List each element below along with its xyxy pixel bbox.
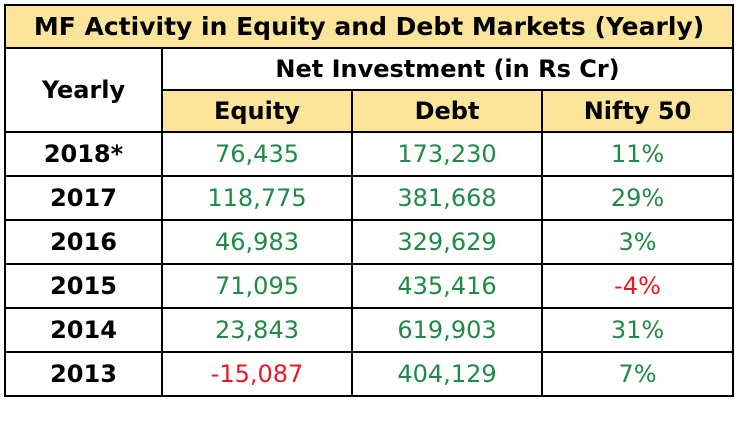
row-header-label: Yearly [4,47,163,133]
column-header-row: Equity Debt Nifty 50 [5,89,735,133]
table-row: 2013 -15,087 404,129 7% [4,351,735,397]
table-row: 2018* 76,435 173,230 11% [4,131,735,177]
column-header-nifty: Nifty 50 [540,89,735,133]
nifty-cell: 7% [540,351,735,397]
table-row: 2016 46,983 329,629 3% [4,219,735,265]
group-header: Net Investment (in Rs Cr) [160,47,735,91]
table-row: 2017 118,775 381,668 29% [4,175,735,221]
equity-cell: 71,095 [161,263,353,309]
year-cell: 2017 [4,175,163,221]
debt-cell: 619,903 [351,307,543,353]
year-cell: 2016 [4,219,163,265]
debt-cell: 435,416 [351,263,543,309]
equity-cell: -15,087 [161,351,353,397]
debt-cell: 173,230 [351,131,543,177]
debt-cell: 381,668 [351,175,543,221]
debt-cell: 329,629 [351,219,543,265]
header-row: Yearly Net Investment (in Rs Cr) [4,47,735,133]
column-header-equity: Equity [161,89,353,133]
year-cell: 2015 [4,263,163,309]
equity-cell: 23,843 [161,307,353,353]
year-cell: 2014 [4,307,163,353]
table-row: 2014 23,843 619,903 31% [4,307,735,353]
equity-cell: 76,435 [161,131,353,177]
nifty-cell: 11% [540,131,735,177]
nifty-cell: -4% [540,263,735,309]
mf-activity-table: MF Activity in Equity and Debt Markets (… [3,4,735,397]
year-cell: 2018* [4,131,163,177]
nifty-cell: 29% [540,175,735,221]
nifty-cell: 3% [540,219,735,265]
nifty-cell: 31% [540,307,735,353]
table-row: 2015 71,095 435,416 -4% [4,263,735,309]
year-cell: 2013 [4,351,163,397]
equity-cell: 46,983 [161,219,353,265]
equity-cell: 118,775 [161,175,353,221]
table-title: MF Activity in Equity and Debt Markets (… [3,4,735,49]
debt-cell: 404,129 [351,351,543,397]
title-row: MF Activity in Equity and Debt Markets (… [3,4,735,49]
column-header-debt: Debt [351,89,543,133]
